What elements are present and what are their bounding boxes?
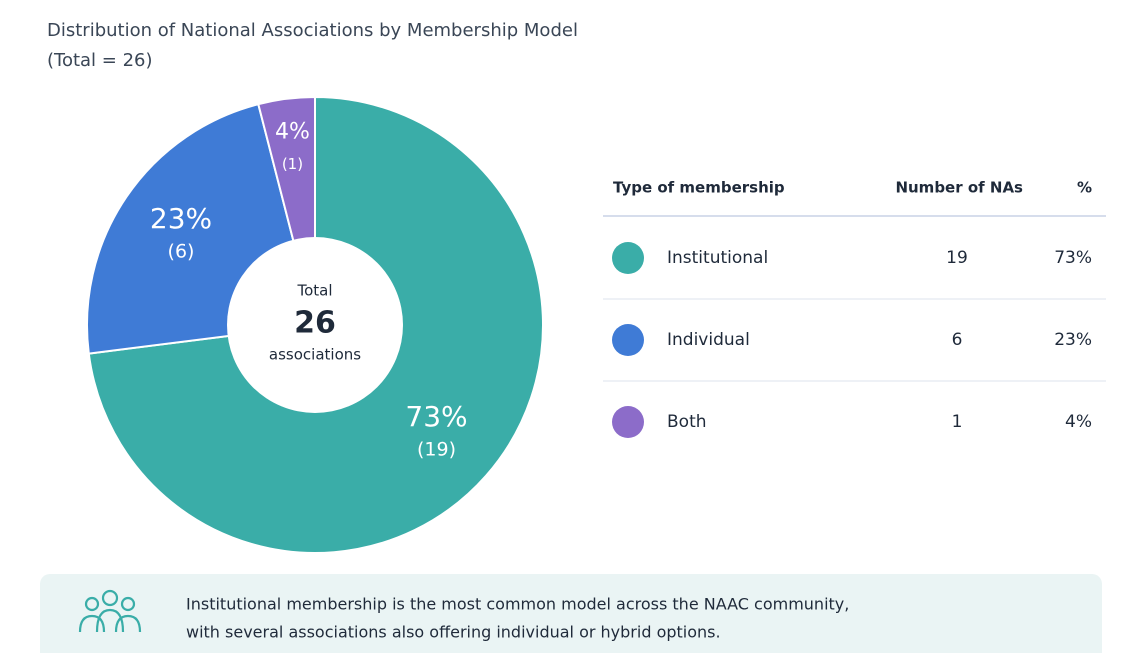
people-icon [78, 589, 142, 633]
row-count: 1 [952, 412, 963, 432]
table-body: Institutional 19 73% Individual 6 23% Both 1 4% [603, 242, 1106, 438]
slice-count: (1) [282, 155, 303, 173]
center-bottom: associations [269, 346, 361, 364]
table-header: Number of NAs [895, 179, 1023, 197]
row-label: Individual [667, 330, 750, 350]
row-count: 6 [952, 330, 963, 350]
legend-dot [612, 242, 644, 274]
slice-percent: 23% [150, 202, 212, 235]
row-label: Institutional [667, 248, 768, 268]
note-text: Institutional membership is the most com… [186, 595, 849, 614]
donut-hole [227, 237, 403, 413]
row-percent: 4% [1065, 412, 1092, 432]
row-percent: 23% [1054, 330, 1092, 350]
center-top: Total [296, 282, 332, 300]
note-box [40, 574, 1102, 653]
note-text: with several associations also offering … [186, 623, 721, 642]
slice-count: (19) [417, 439, 456, 461]
slice-percent: 73% [405, 400, 467, 433]
slice-percent: 4% [275, 119, 310, 144]
row-count: 19 [946, 248, 968, 268]
slice-count: (6) [168, 240, 195, 262]
row-percent: 73% [1054, 248, 1092, 268]
legend-dot [612, 406, 644, 438]
chart-title: Distribution of National Associations by… [47, 20, 578, 41]
center-value: 26 [294, 306, 336, 341]
table-header: Type of membership [613, 179, 785, 197]
row-label: Both [667, 412, 707, 432]
table-header: % [1077, 179, 1092, 197]
legend-dot [612, 324, 644, 356]
chart-subtitle: (Total = 26) [47, 50, 153, 71]
